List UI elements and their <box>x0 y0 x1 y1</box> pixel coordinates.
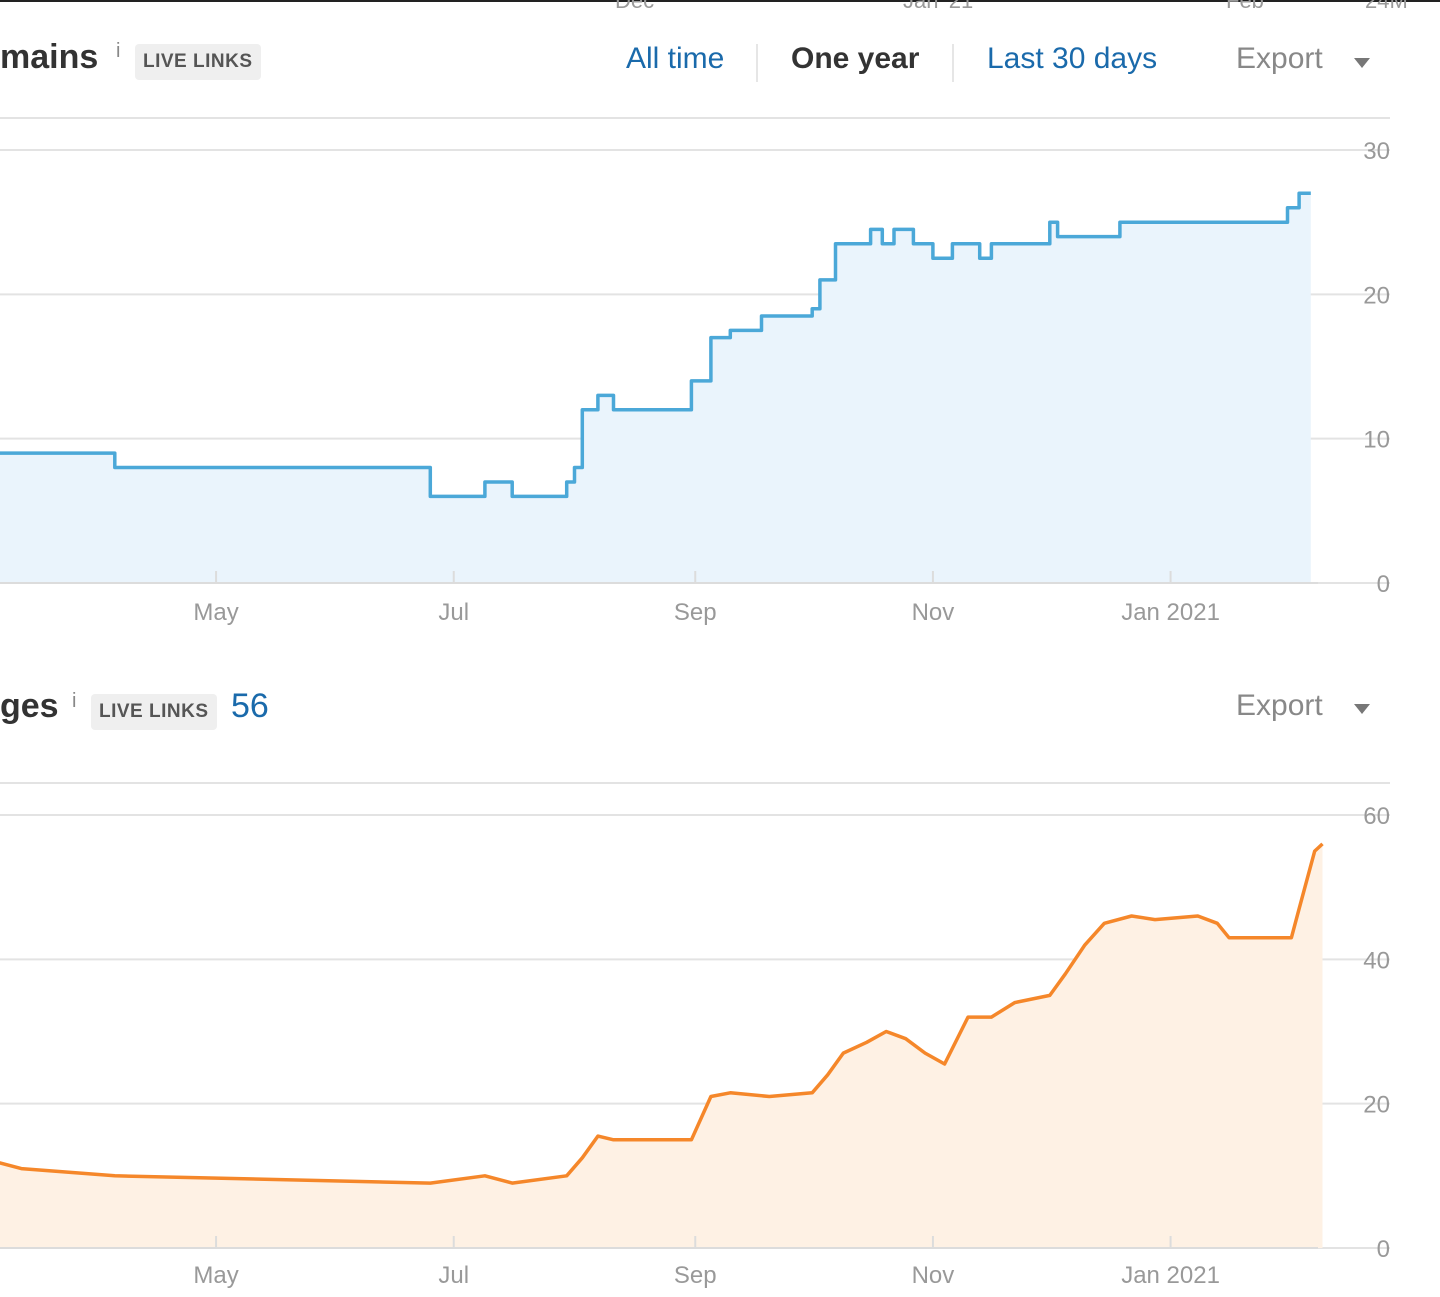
top-axis-tick: Jan '21 <box>903 0 974 13</box>
x-tick-label: Jul <box>438 1262 469 1289</box>
y-tick-label: 40 <box>1363 947 1390 974</box>
y-tick-label: 20 <box>1363 282 1390 309</box>
tab-last-30-days[interactable]: Last 30 days <box>987 42 1158 75</box>
domains-area-fill <box>0 193 1311 583</box>
x-tick-label: Nov <box>912 1262 955 1289</box>
y-tick-label: 60 <box>1363 803 1390 830</box>
x-tick-label: Jul <box>438 599 469 626</box>
tab-one-year[interactable]: One year <box>791 42 920 75</box>
top-divider <box>0 0 1440 2</box>
tab-all-time[interactable]: All time <box>626 42 725 75</box>
top-axis-tick: 24M <box>1365 0 1408 13</box>
export-button[interactable]: Export <box>1236 42 1323 75</box>
pages-area-fill <box>0 843 1323 1248</box>
x-tick-label: May <box>193 599 238 626</box>
top-axis-tick: Feb <box>1226 0 1264 13</box>
tab-divider <box>952 44 954 82</box>
pages-series-line <box>0 842 1324 1185</box>
y-tick-label: 30 <box>1363 138 1390 165</box>
chevron-down-icon[interactable] <box>1354 704 1370 714</box>
x-tick-label: Nov <box>912 599 955 626</box>
pages-panel-title: ges <box>0 687 59 725</box>
domains-panel-title: mains <box>0 38 99 76</box>
tab-divider <box>756 44 758 82</box>
x-tick-label: Sep <box>674 599 717 626</box>
pages-chart: 0 20 40 60 May Jul Sep Nov Jan 2021 <box>0 782 1390 1289</box>
chevron-down-icon[interactable] <box>1354 58 1370 68</box>
top-axis-strip: Dec Jan '21 Feb 24M <box>0 0 1440 14</box>
y-tick-label: 10 <box>1363 427 1390 454</box>
x-tick-label: Jan 2021 <box>1121 599 1220 626</box>
y-tick-label: 20 <box>1363 1092 1390 1119</box>
info-icon[interactable]: i <box>116 40 121 62</box>
domains-chart: 0 10 20 30 May Jul Sep Nov Jan 2021 <box>0 117 1390 626</box>
live-links-badge: LIVE LINKS <box>91 694 217 730</box>
y-tick-label: 0 <box>1377 1236 1390 1263</box>
y-tick-label: 0 <box>1377 571 1390 598</box>
x-tick-label: Jan 2021 <box>1121 1262 1220 1289</box>
x-tick-label: May <box>193 1262 238 1289</box>
info-icon[interactable]: i <box>72 690 77 712</box>
top-axis-tick: Dec <box>615 0 655 13</box>
live-links-badge: LIVE LINKS <box>135 44 261 80</box>
export-button[interactable]: Export <box>1236 689 1323 722</box>
live-links-count: 56 <box>231 687 269 725</box>
domains-series-line <box>0 191 1311 499</box>
x-tick-label: Sep <box>674 1262 717 1289</box>
